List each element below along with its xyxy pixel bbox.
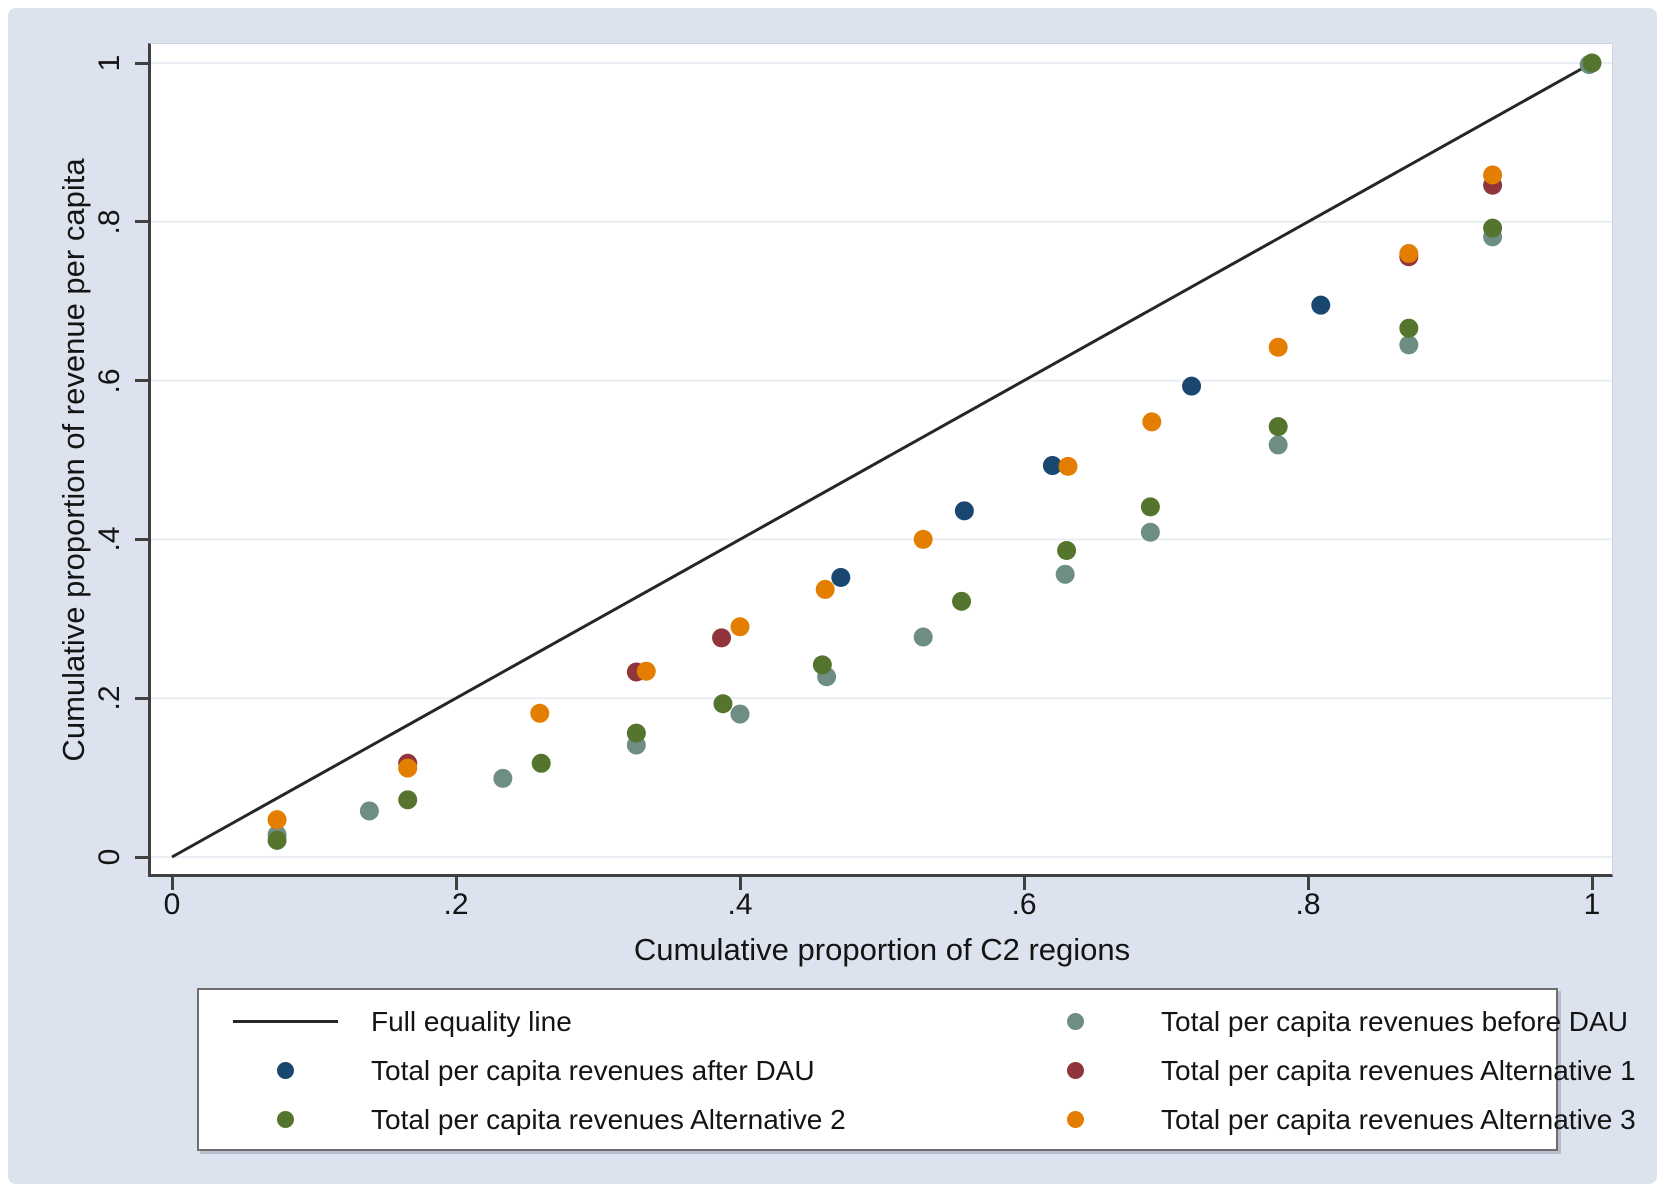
y-tick-label: 0 [93,848,126,866]
before-dau-dot-marker [1066,1013,1084,1030]
data-point [1140,522,1160,542]
data-point [1268,417,1288,437]
x-tick-label: 1 [1583,888,1601,921]
legend-marker-cell [199,997,371,1046]
data-point [398,790,418,810]
series-total-per-capita-revenues-after-dau [831,295,1331,588]
data-point [1399,244,1419,264]
series-total-per-capita-revenues-alternative-1 [398,175,1503,773]
y-tick-label: .4 [93,526,126,552]
data-point [815,579,835,599]
data-point [626,723,646,743]
x-tick-label: 0 [163,888,181,921]
x-tick-mark [1306,877,1310,890]
data-point [1311,295,1331,315]
data-point [1142,412,1162,432]
full-equality-line-marker [232,1020,338,1023]
y-tick-mark [135,696,148,700]
y-tick-mark [135,379,148,383]
legend-marker-cell [989,1095,1161,1144]
data-point [1042,456,1062,476]
data-point [398,758,418,778]
legend-marker-cell [989,1046,1161,1095]
x-tick-label: .8 [1295,888,1321,921]
x-tick-mark [170,877,174,890]
legend-marker-cell [199,1046,371,1095]
plot-canvas [151,53,1612,859]
x-axis-title: Cumulative proportion of C2 regions [633,932,1131,967]
data-point [1057,541,1077,561]
y-axis-title: Cumulative proportion of revenue per cap… [56,158,91,762]
legend-label-before-dau: Total per capita revenues before DAU [1161,1005,1628,1037]
data-point [1055,564,1075,584]
data-point [1582,53,1602,73]
data-point [1268,337,1288,357]
data-point [359,801,379,821]
data-point [831,568,851,588]
alternative-2-dot-marker [276,1111,294,1128]
legend-label-alternative-1: Total per capita revenues Alternative 1 [1161,1054,1636,1086]
y-tick-mark [135,220,148,224]
series-total-per-capita-revenues-alternative-2 [267,53,1602,850]
data-point [713,694,733,714]
data-point [952,591,972,611]
data-point [1182,376,1202,396]
x-tick-label: .4 [727,888,753,921]
data-point [267,810,287,830]
data-point [267,830,287,850]
y-tick-label: .8 [93,209,126,235]
legend-label-alternative-3: Total per capita revenues Alternative 3 [1161,1103,1636,1135]
data-point [913,627,933,647]
data-point [812,655,832,675]
y-tick-label: .6 [93,368,126,394]
data-point [1483,218,1503,238]
alternative-1-dot-marker [1066,1062,1084,1079]
y-tick-label: 1 [93,54,126,72]
data-point [913,529,933,549]
x-tick-mark [1590,877,1594,890]
x-tick-mark [738,877,742,890]
y-tick-mark [135,537,148,541]
legend-marker-cell [199,1095,371,1144]
data-point [730,704,750,724]
y-tick-label: .2 [93,685,126,711]
x-tick-mark [1022,877,1026,890]
data-point [1399,335,1419,355]
data-point [712,628,732,648]
full-equality-line [171,61,1593,859]
series-total-per-capita-revenues-alternative-3 [267,165,1503,830]
x-tick-label: .6 [1011,888,1037,921]
data-point [531,753,551,773]
data-point [954,501,974,521]
data-point [1058,456,1078,476]
data-point [493,768,513,788]
alternative-3-dot-marker [1066,1111,1084,1128]
data-point [1399,318,1419,338]
series-total-per-capita-revenues-before-dau [267,55,1599,845]
legend-marker-cell [989,997,1161,1046]
after-dau-dot-marker [276,1062,294,1079]
data-point [1483,165,1503,185]
legend-label-full-equality-line: Full equality line [371,1005,572,1037]
legend: Full equality line Total per capita reve… [197,988,1636,1151]
y-tick-mark [135,855,148,859]
data-point [1268,435,1288,455]
data-point [530,703,550,723]
data-point [730,617,750,637]
legend-label-after-dau: Total per capita revenues after DAU [371,1054,815,1086]
data-point [636,661,656,681]
x-tick-mark [454,877,458,890]
y-tick-mark [135,61,148,65]
plot-area [148,43,1613,877]
x-tick-label: .2 [443,888,469,921]
data-point [1140,497,1160,517]
legend-label-alternative-2: Total per capita revenues Alternative 2 [371,1103,846,1135]
